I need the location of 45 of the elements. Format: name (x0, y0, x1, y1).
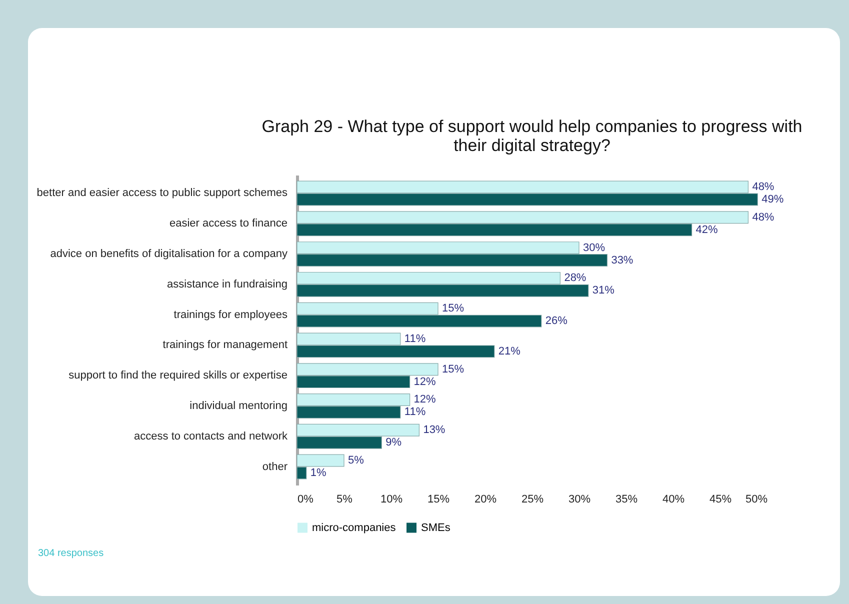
legend-label: micro-companies (312, 522, 396, 534)
data-label: 33% (611, 254, 634, 266)
x-tick-label: 5% (336, 494, 353, 506)
data-label: 15% (442, 363, 464, 376)
x-tick-label: 50% (745, 494, 768, 506)
y-tick-label: easier access to finance (169, 218, 288, 230)
y-tick-label: trainings for management (162, 339, 288, 352)
x-tick-label: 35% (615, 494, 638, 506)
y-tick-label: better and easier access to public support schemes (36, 187, 288, 200)
y-tick-label: support to find the required skills or expertise (68, 370, 288, 382)
chart-title: Graph 29 - What type of support would help companies to progress with their digital strategy? (262, 117, 802, 155)
data-label: 15% (442, 302, 464, 315)
data-label: 30% (583, 242, 606, 254)
data-label: 12% (414, 394, 436, 406)
y-tick-label: assistance in fundraising (167, 278, 288, 290)
data-label: 26% (545, 315, 568, 328)
x-tick-label: 10% (380, 494, 403, 506)
y-tick-label: trainings for employees (174, 308, 288, 321)
y-tick-label: access to contacts and network (134, 430, 288, 442)
data-label: 31% (592, 284, 615, 297)
data-label: 49% (762, 193, 784, 206)
text: 304 responses (38, 548, 104, 559)
data-label: 1% (310, 467, 327, 479)
x-tick-label: 15% (427, 494, 450, 506)
data-label: 5% (348, 454, 364, 467)
x-tick-label: 40% (662, 494, 685, 506)
y-tick-label: individual mentoring (190, 400, 288, 412)
x-tick-label: 30% (568, 494, 591, 506)
x-tick-label: 45% (709, 494, 732, 506)
data-label: 48% (752, 181, 774, 193)
y-tick-label: other (262, 460, 288, 473)
data-label: 13% (423, 424, 446, 436)
x-tick-label: 25% (521, 494, 544, 506)
data-label: 21% (498, 345, 521, 358)
x-tick-label: 20% (474, 494, 497, 506)
data-label: 9% (386, 436, 402, 449)
legend-label: SMEs (421, 522, 451, 534)
y-tick-label: advice on benefits of digitalisation for a company (50, 248, 288, 260)
data-label: 42% (696, 224, 718, 236)
x-tick-label: 0% (298, 494, 314, 506)
data-label: 48% (752, 211, 774, 224)
data-label: 28% (564, 272, 586, 284)
data-label: 11% (404, 332, 426, 345)
data-label: 11% (404, 406, 426, 418)
data-label: 12% (414, 376, 436, 388)
